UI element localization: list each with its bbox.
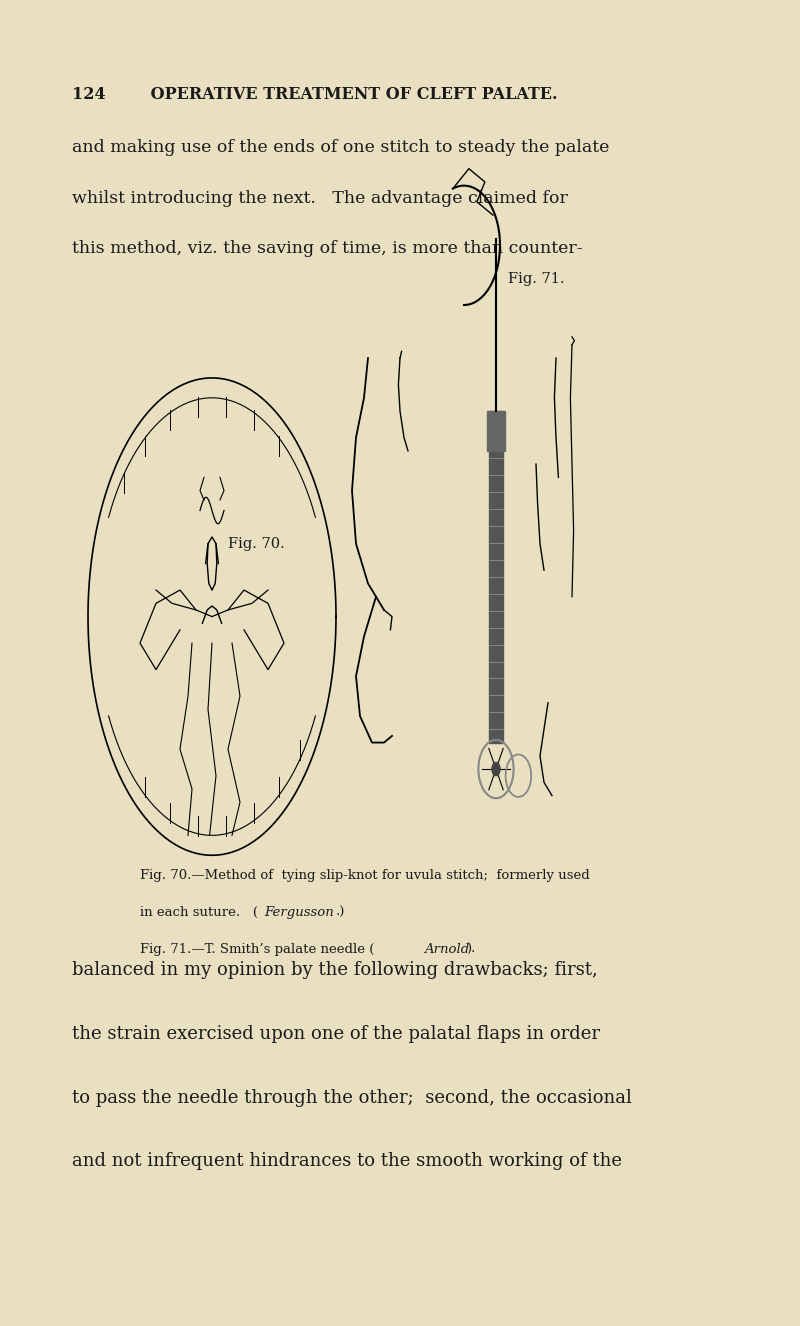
Text: this method, viz. the saving of time, is more than counter-: this method, viz. the saving of time, is… bbox=[72, 240, 582, 257]
Text: in each suture.   (: in each suture. ( bbox=[140, 906, 258, 919]
Polygon shape bbox=[487, 411, 505, 451]
Text: balanced in my opinion by the following drawbacks; first,: balanced in my opinion by the following … bbox=[72, 961, 598, 980]
Text: and making use of the ends of one stitch to steady the palate: and making use of the ends of one stitch… bbox=[72, 139, 610, 156]
Text: Fig. 70.—Method of  tying slip-knot for uvula stitch;  formerly used: Fig. 70.—Method of tying slip-knot for u… bbox=[140, 869, 590, 882]
Text: whilst introducing the next.   The advantage claimed for: whilst introducing the next. The advanta… bbox=[72, 190, 568, 207]
Text: ).: ). bbox=[466, 943, 476, 956]
Polygon shape bbox=[489, 411, 503, 743]
Text: 124        OPERATIVE TREATMENT OF CLEFT PALATE.: 124 OPERATIVE TREATMENT OF CLEFT PALATE. bbox=[72, 86, 558, 103]
Text: Fergusson: Fergusson bbox=[264, 906, 334, 919]
Text: Fig. 70.: Fig. 70. bbox=[228, 537, 285, 552]
Text: Fig. 71.—T. Smith’s palate needle (: Fig. 71.—T. Smith’s palate needle ( bbox=[140, 943, 374, 956]
Text: Arnold: Arnold bbox=[424, 943, 470, 956]
Text: and not infrequent hindrances to the smooth working of the: and not infrequent hindrances to the smo… bbox=[72, 1152, 622, 1171]
Text: the strain exercised upon one of the palatal flaps in order: the strain exercised upon one of the pal… bbox=[72, 1025, 600, 1044]
Circle shape bbox=[492, 762, 500, 776]
Text: .): .) bbox=[336, 906, 346, 919]
Text: to pass the needle through the other;  second, the occasional: to pass the needle through the other; se… bbox=[72, 1089, 632, 1107]
Text: Fig. 71.: Fig. 71. bbox=[508, 272, 565, 286]
